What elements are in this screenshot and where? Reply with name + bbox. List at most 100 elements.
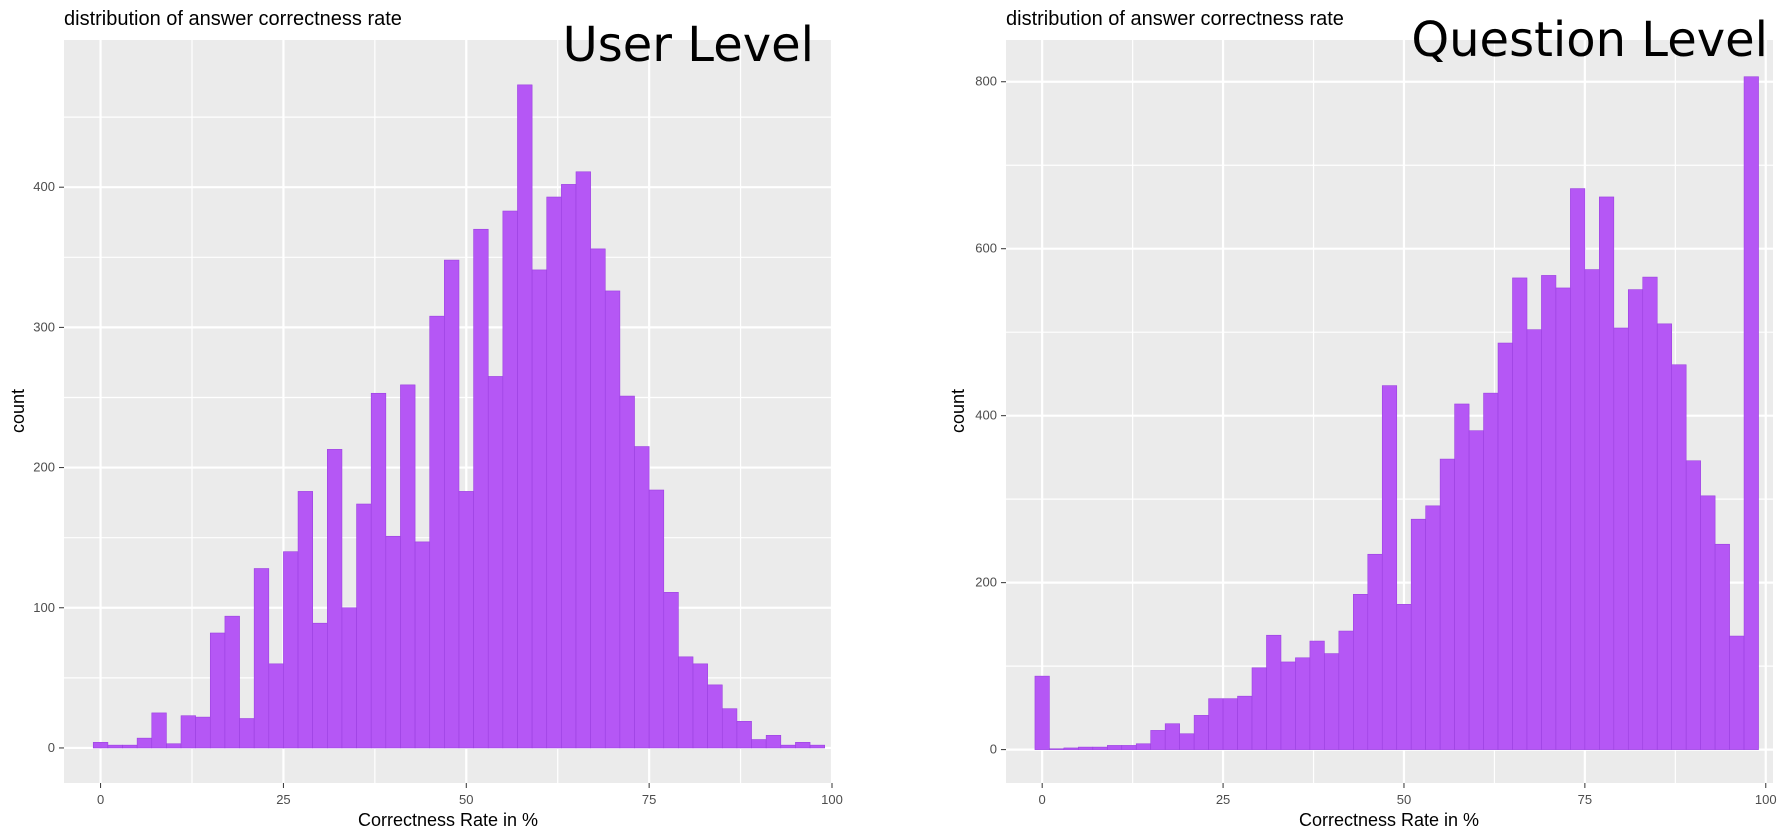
- question-level-y-tick-label: 200: [975, 575, 997, 590]
- user-level-histogram-bar: [604, 290, 621, 749]
- question-level-x-axis-ticks: 0 25 50 75 100: [1039, 783, 1777, 807]
- user-level-x-tick-label: 50: [459, 792, 473, 807]
- question-level-histogram-bar: [1627, 289, 1644, 750]
- question-level-x-axis-title: Correctness Rate in %: [1299, 810, 1479, 830]
- user-level-histogram-bar: [341, 607, 357, 749]
- user-level-x-tick-label: 75: [642, 792, 656, 807]
- question-level-plot-title: distribution of answer correctness rate: [1006, 8, 1344, 30]
- user-level-histogram-bar: [736, 721, 752, 749]
- question-level-histogram-bar: [1179, 733, 1195, 750]
- question-level-histogram-bar: [1237, 695, 1253, 750]
- question-level-histogram-bar: [1454, 403, 1470, 750]
- question-level-x-tick-label: 50: [1397, 792, 1411, 807]
- user-level-histogram-bar: [180, 715, 196, 749]
- question-level-histogram-bar: [1497, 342, 1513, 750]
- question-level-histogram-bar: [1150, 730, 1166, 750]
- user-level-histogram-bar: [634, 446, 650, 749]
- question-level-y-tick-label: 600: [975, 241, 997, 256]
- question-level-histogram-bar: [1512, 277, 1528, 750]
- question-level-histogram-bar: [1251, 667, 1267, 750]
- question-level-histogram-bar: [1700, 495, 1716, 750]
- question-level-histogram-bar: [1468, 430, 1484, 750]
- user-level-histogram-bar: [92, 742, 109, 749]
- question-level-histogram-bar: [1324, 653, 1340, 750]
- user-level-y-tick-label: 0: [48, 740, 55, 755]
- question-level-histogram-bar: [1656, 323, 1672, 750]
- user-level-histogram-bar: [502, 210, 518, 749]
- user-level-histogram-bar: [151, 712, 167, 749]
- user-level-histogram-bar: [312, 622, 328, 749]
- question-level-x-tick-label: 0: [1039, 792, 1046, 807]
- user-level-histogram-bar: [809, 744, 825, 749]
- user-level-histogram-bar: [239, 718, 255, 749]
- user-level-histogram-bar: [692, 663, 708, 749]
- question-level-histogram-bar: [1396, 604, 1412, 750]
- user-level-histogram-bar: [663, 592, 679, 749]
- question-level-histogram-bar: [1135, 743, 1152, 750]
- user-level-histogram-bar: [385, 535, 401, 749]
- question-level-bars: [1034, 76, 1759, 750]
- question-level-histogram-bar: [1034, 675, 1050, 750]
- user-level-histogram-bar: [414, 541, 431, 749]
- user-level-histogram-bar: [546, 196, 562, 749]
- user-level-y-tick-label: 400: [33, 179, 55, 194]
- user-level-overlay-label: User Level: [563, 17, 814, 73]
- question-level-histogram-bar: [1642, 276, 1658, 750]
- question-level-y-axis-ticks: 0 200 400 600 800: [975, 74, 1006, 757]
- user-level-histogram-bar: [297, 491, 313, 749]
- user-level-histogram-bar: [370, 392, 387, 749]
- user-level-histogram-bar: [561, 184, 577, 749]
- user-level-histogram-bar: [195, 716, 211, 749]
- user-level-histogram-bar: [400, 384, 416, 749]
- question-level-histogram-bar: [1078, 746, 1094, 750]
- user-level-y-tick-label: 300: [33, 319, 55, 334]
- question-level-histogram-bar: [1121, 745, 1137, 750]
- user-level-histogram-bar: [283, 551, 299, 749]
- user-level-histogram-bar: [619, 395, 635, 749]
- question-level-histogram-bar: [1671, 364, 1687, 750]
- question-level-x-tick-label: 25: [1216, 792, 1230, 807]
- question-level-histogram-bar: [1381, 385, 1398, 750]
- question-level-y-axis-title: count: [948, 389, 968, 433]
- question-level-histogram-bar: [1729, 635, 1745, 750]
- user-level-chart: distribution of answer correctness rate …: [8, 8, 843, 830]
- user-level-x-axis-ticks: 0 25 50 75 100: [97, 783, 843, 807]
- user-level-y-tick-label: 100: [33, 600, 55, 615]
- question-level-y-tick-label: 800: [975, 74, 997, 89]
- question-level-histogram-bar: [1439, 458, 1455, 750]
- user-level-histogram-bar: [444, 259, 460, 749]
- question-level-histogram-bar: [1049, 748, 1065, 750]
- question-level-y-tick-label: 0: [990, 742, 997, 757]
- user-level-histogram-bar: [648, 489, 665, 749]
- user-level-histogram-bar: [356, 503, 372, 749]
- user-level-histogram-bar: [590, 248, 606, 749]
- user-level-histogram-bar: [487, 376, 504, 749]
- question-level-histogram-bar: [1063, 747, 1079, 750]
- question-level-histogram-bar: [1353, 594, 1369, 750]
- question-level-chart: distribution of answer correctness rate …: [948, 8, 1777, 830]
- question-level-histogram-bar: [1222, 698, 1238, 750]
- user-level-histogram-bar: [517, 84, 533, 749]
- user-level-histogram-bar: [136, 737, 153, 749]
- user-level-histogram-bar: [122, 744, 138, 749]
- user-level-histogram-bar: [765, 735, 782, 749]
- user-level-histogram-bar: [253, 568, 270, 749]
- user-level-y-tick-label: 200: [33, 460, 55, 475]
- user-level-x-tick-label: 0: [97, 792, 104, 807]
- question-level-histogram-bar: [1309, 640, 1325, 750]
- question-level-histogram-bar: [1613, 327, 1629, 750]
- user-level-histogram-bar: [429, 315, 445, 749]
- question-level-histogram-bar: [1107, 745, 1123, 750]
- question-level-x-tick-label: 75: [1578, 792, 1592, 807]
- user-level-y-axis-title: count: [8, 389, 28, 433]
- user-level-x-axis-title: Correctness Rate in %: [358, 810, 538, 830]
- user-level-histogram-bar: [224, 615, 240, 749]
- user-level-histogram-bar: [209, 632, 226, 749]
- user-level-histogram-bar: [166, 743, 182, 749]
- user-level-histogram-bar: [458, 491, 474, 749]
- user-level-histogram-bar: [107, 744, 123, 749]
- question-level-histogram-bar: [1410, 518, 1426, 750]
- question-level-overlay-label: Question Level: [1411, 12, 1768, 68]
- user-level-histogram-bar: [531, 269, 548, 749]
- user-level-x-tick-label: 100: [821, 792, 843, 807]
